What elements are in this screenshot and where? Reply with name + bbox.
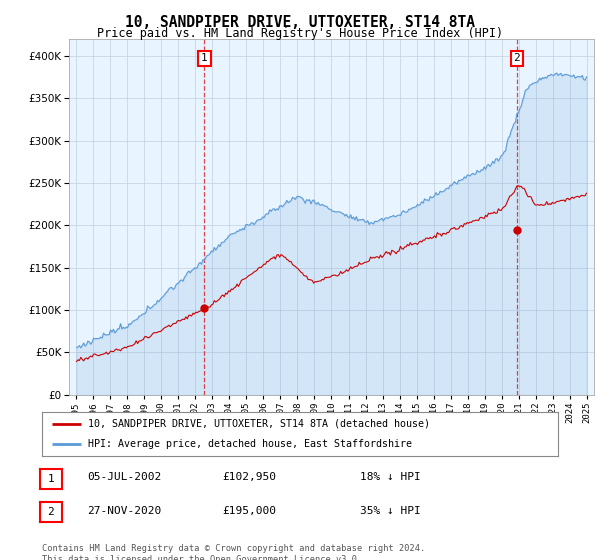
Text: 1: 1 [201, 53, 208, 63]
Text: Contains HM Land Registry data © Crown copyright and database right 2024.
This d: Contains HM Land Registry data © Crown c… [42, 544, 425, 560]
Text: 35% ↓ HPI: 35% ↓ HPI [360, 506, 421, 516]
Text: 05-JUL-2002: 05-JUL-2002 [87, 472, 161, 482]
Text: 18% ↓ HPI: 18% ↓ HPI [360, 472, 421, 482]
Text: 2: 2 [47, 507, 55, 517]
Text: 27-NOV-2020: 27-NOV-2020 [87, 506, 161, 516]
Text: 10, SANDPIPER DRIVE, UTTOXETER, ST14 8TA: 10, SANDPIPER DRIVE, UTTOXETER, ST14 8TA [125, 15, 475, 30]
Text: 1: 1 [47, 474, 55, 484]
Text: HPI: Average price, detached house, East Staffordshire: HPI: Average price, detached house, East… [88, 439, 412, 449]
Text: £102,950: £102,950 [222, 472, 276, 482]
Text: £195,000: £195,000 [222, 506, 276, 516]
Text: Price paid vs. HM Land Registry's House Price Index (HPI): Price paid vs. HM Land Registry's House … [97, 27, 503, 40]
Text: 2: 2 [514, 53, 520, 63]
Text: 10, SANDPIPER DRIVE, UTTOXETER, ST14 8TA (detached house): 10, SANDPIPER DRIVE, UTTOXETER, ST14 8TA… [88, 419, 430, 429]
